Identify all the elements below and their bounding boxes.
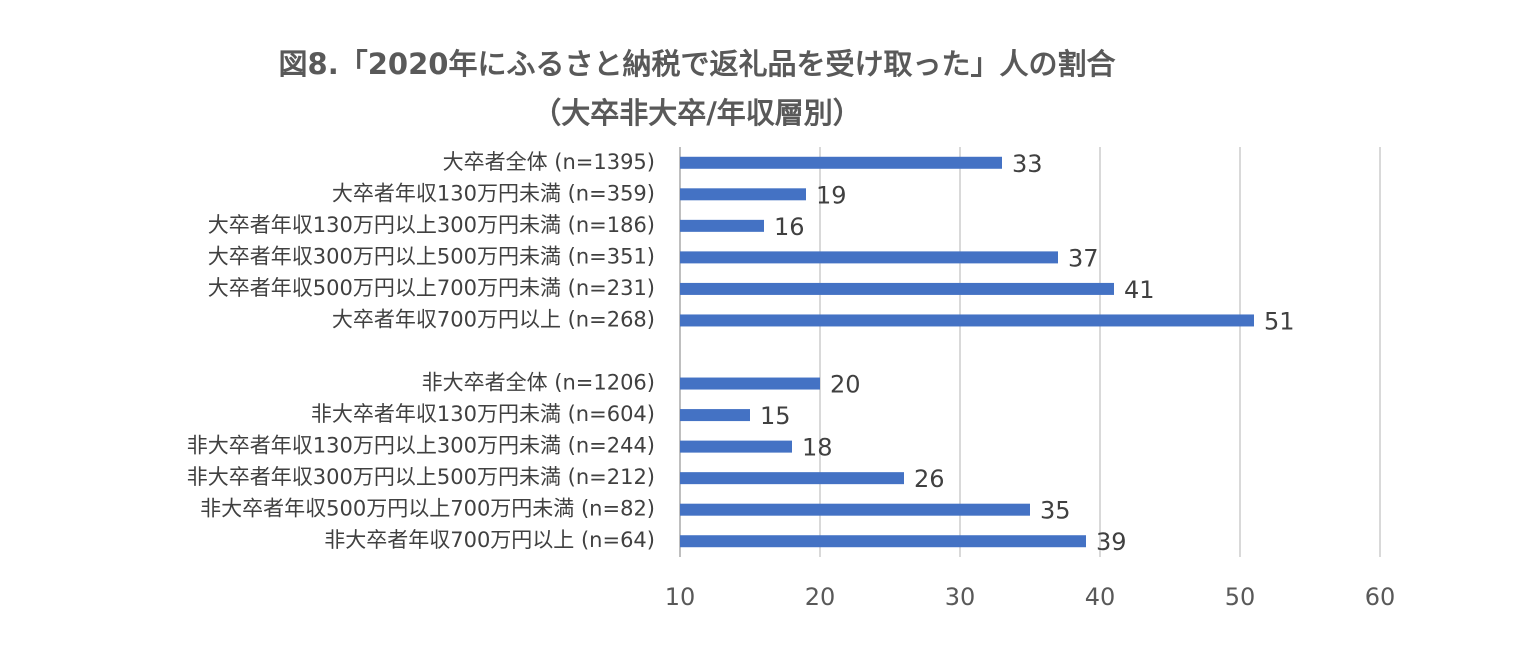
bar (680, 472, 904, 485)
y-tick-label: 大卒者年収130万円以上300万円未満 (n=186) (208, 213, 655, 237)
x-tick-label: 10 (665, 583, 696, 611)
value-label: 26 (914, 465, 945, 493)
bar (680, 282, 1114, 295)
value-label: 19 (816, 181, 847, 209)
y-tick-label: 大卒者年収500万円以上700万円未満 (n=231) (208, 276, 655, 300)
value-label: 51 (1264, 307, 1295, 335)
y-tick-label: 非大卒者年収300万円以上500万円未満 (n=212) (187, 465, 655, 489)
y-tick-label: 大卒者年収700万円以上 (n=268) (332, 307, 655, 331)
y-tick-label: 大卒者全体 (n=1395) (443, 150, 655, 174)
bar (680, 377, 820, 390)
bar (680, 440, 792, 453)
bar (680, 409, 750, 422)
y-tick-label: 非大卒者年収130万円未満 (n=604) (311, 402, 655, 426)
bar (680, 156, 1002, 169)
x-tick-label: 40 (1085, 583, 1116, 611)
y-tick-label: 非大卒者全体 (n=1206) (422, 371, 655, 395)
y-tick-label: 非大卒者年収500万円以上700万円未満 (n=82) (200, 497, 655, 521)
bar (680, 251, 1058, 264)
value-label: 15 (760, 402, 791, 430)
x-tick-label: 60 (1365, 583, 1396, 611)
value-label: 20 (830, 371, 861, 399)
value-label: 16 (774, 213, 805, 241)
bar (680, 314, 1254, 327)
value-label: 37 (1068, 244, 1099, 272)
y-tick-label: 大卒者年収130万円未満 (n=359) (332, 181, 655, 205)
value-label: 35 (1040, 497, 1071, 525)
bar (680, 188, 806, 201)
bar (680, 535, 1086, 548)
bar (680, 219, 764, 232)
value-label: 41 (1124, 276, 1155, 304)
value-label: 33 (1012, 150, 1043, 178)
bar (680, 503, 1030, 516)
x-tick-label: 30 (945, 583, 976, 611)
value-label: 18 (802, 434, 833, 462)
x-tick-label: 20 (805, 583, 836, 611)
x-tick-label: 50 (1225, 583, 1256, 611)
y-tick-label: 大卒者年収300万円以上500万円未満 (n=351) (208, 244, 655, 268)
chart-title: 図8.「2020年にふるさと納税で返礼品を受け取った」人の割合 (279, 47, 1116, 81)
y-tick-label: 非大卒者年収130万円以上300万円未満 (n=244) (187, 434, 655, 458)
y-tick-label: 非大卒者年収700万円以上 (n=64) (324, 528, 655, 552)
value-label: 39 (1096, 528, 1127, 556)
chart-subtitle: （大卒非大卒/年収層別） (532, 96, 862, 130)
